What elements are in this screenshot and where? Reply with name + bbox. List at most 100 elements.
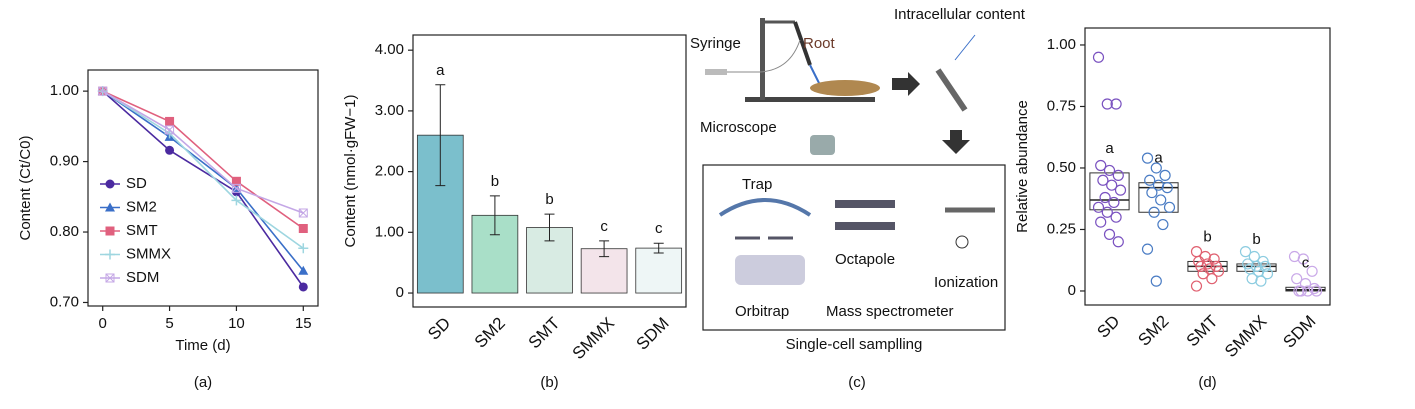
point bbox=[1099, 191, 1111, 204]
error-bar bbox=[653, 242, 664, 254]
x-tick-label: SDM bbox=[1279, 312, 1319, 352]
point bbox=[1157, 218, 1169, 231]
point bbox=[1255, 275, 1267, 287]
y-tick-label: 0 bbox=[1068, 282, 1076, 299]
letter-label: b bbox=[1203, 228, 1211, 245]
point bbox=[1108, 196, 1120, 209]
stage bbox=[745, 97, 875, 102]
microscope-icon bbox=[810, 135, 835, 155]
x-tick-label: SMT bbox=[1183, 312, 1222, 351]
x-tick-label: SMMX bbox=[569, 314, 618, 363]
point bbox=[298, 265, 309, 275]
point bbox=[231, 183, 241, 193]
point bbox=[1103, 164, 1116, 177]
y-tick-label: 1.00 bbox=[50, 82, 79, 99]
x-tick-label: 10 bbox=[228, 315, 245, 332]
legend-marker bbox=[105, 179, 115, 189]
error-bar bbox=[599, 240, 610, 258]
x-tick-label: 0 bbox=[99, 315, 107, 332]
pointer bbox=[954, 34, 976, 61]
point bbox=[298, 282, 308, 292]
letter-label: c bbox=[600, 218, 608, 235]
arrow bbox=[892, 72, 920, 96]
point bbox=[1197, 268, 1209, 280]
point bbox=[1212, 265, 1225, 277]
x-tick-label: SMT bbox=[525, 314, 564, 353]
label: Syringe bbox=[690, 35, 741, 52]
x-tick-label: SDM bbox=[633, 314, 673, 354]
label: Root bbox=[803, 35, 836, 52]
point bbox=[1295, 285, 1307, 297]
point bbox=[1210, 260, 1222, 272]
point bbox=[1190, 280, 1203, 292]
point bbox=[1159, 169, 1171, 181]
diagram: Syringe Root Intracellular content Micro… bbox=[690, 6, 1026, 391]
point bbox=[231, 176, 241, 186]
box bbox=[1089, 172, 1130, 211]
letter-label: b bbox=[1252, 231, 1260, 248]
point bbox=[1141, 243, 1154, 255]
syringe-icon bbox=[705, 69, 727, 75]
series-line bbox=[102, 90, 304, 249]
letter-label: a bbox=[1154, 150, 1163, 167]
orbitrap-icon bbox=[735, 255, 805, 285]
caption: (b) bbox=[540, 374, 558, 391]
point bbox=[1250, 260, 1263, 272]
point bbox=[1150, 275, 1162, 287]
point bbox=[231, 195, 242, 206]
point bbox=[1106, 179, 1118, 191]
legend-label: SMMX bbox=[126, 245, 171, 262]
point bbox=[1150, 162, 1162, 174]
y-tick-label: 0.50 bbox=[1047, 159, 1076, 176]
arrow bbox=[942, 130, 970, 154]
point bbox=[1239, 246, 1252, 258]
legend-label: SD bbox=[126, 175, 147, 192]
bar bbox=[635, 247, 683, 294]
label: Microscope bbox=[700, 119, 777, 136]
needle bbox=[809, 64, 821, 86]
octapole-icon bbox=[835, 200, 895, 208]
x-tick-label: SD bbox=[424, 314, 454, 344]
point bbox=[1092, 201, 1105, 213]
x-tick-label: SMMX bbox=[1221, 312, 1270, 361]
label: Intracellular content bbox=[894, 6, 1026, 23]
point bbox=[298, 208, 308, 218]
caption: (d) bbox=[1198, 374, 1216, 391]
point bbox=[1155, 194, 1167, 206]
point bbox=[1261, 268, 1274, 280]
point bbox=[98, 86, 108, 96]
legend-label: SMT bbox=[126, 222, 158, 239]
point bbox=[1110, 211, 1122, 223]
series-line bbox=[102, 90, 304, 288]
pipette bbox=[935, 68, 968, 112]
label: Octapole bbox=[835, 251, 895, 268]
label: Mass spectrometer bbox=[826, 303, 954, 320]
series-line bbox=[102, 90, 304, 214]
legend-label: SM2 bbox=[126, 198, 157, 215]
root-icon bbox=[810, 80, 880, 96]
point bbox=[1163, 201, 1176, 213]
point bbox=[1146, 186, 1158, 199]
point bbox=[1310, 285, 1323, 297]
x-tick-label: 5 bbox=[165, 315, 173, 332]
point bbox=[165, 125, 175, 135]
point bbox=[298, 243, 309, 254]
point bbox=[1101, 98, 1113, 110]
point bbox=[1302, 285, 1314, 297]
letter-label: c bbox=[1302, 254, 1310, 271]
ms-box bbox=[702, 164, 1006, 331]
stand bbox=[760, 18, 765, 100]
x-tick-label: SM2 bbox=[471, 314, 509, 352]
point bbox=[1103, 228, 1116, 240]
y-tick-label: 3.00 bbox=[375, 102, 404, 119]
needle-holder bbox=[793, 21, 812, 66]
letter-label: c bbox=[655, 220, 663, 237]
y-axis-label: Relative abundance bbox=[1014, 100, 1031, 233]
y-tick-label: 0 bbox=[396, 284, 404, 301]
point bbox=[1095, 159, 1107, 172]
point bbox=[1097, 174, 1109, 186]
ground bbox=[955, 235, 969, 249]
legend-marker bbox=[105, 226, 115, 236]
error-bar bbox=[544, 213, 555, 242]
y-tick-label: 0.80 bbox=[50, 223, 79, 240]
